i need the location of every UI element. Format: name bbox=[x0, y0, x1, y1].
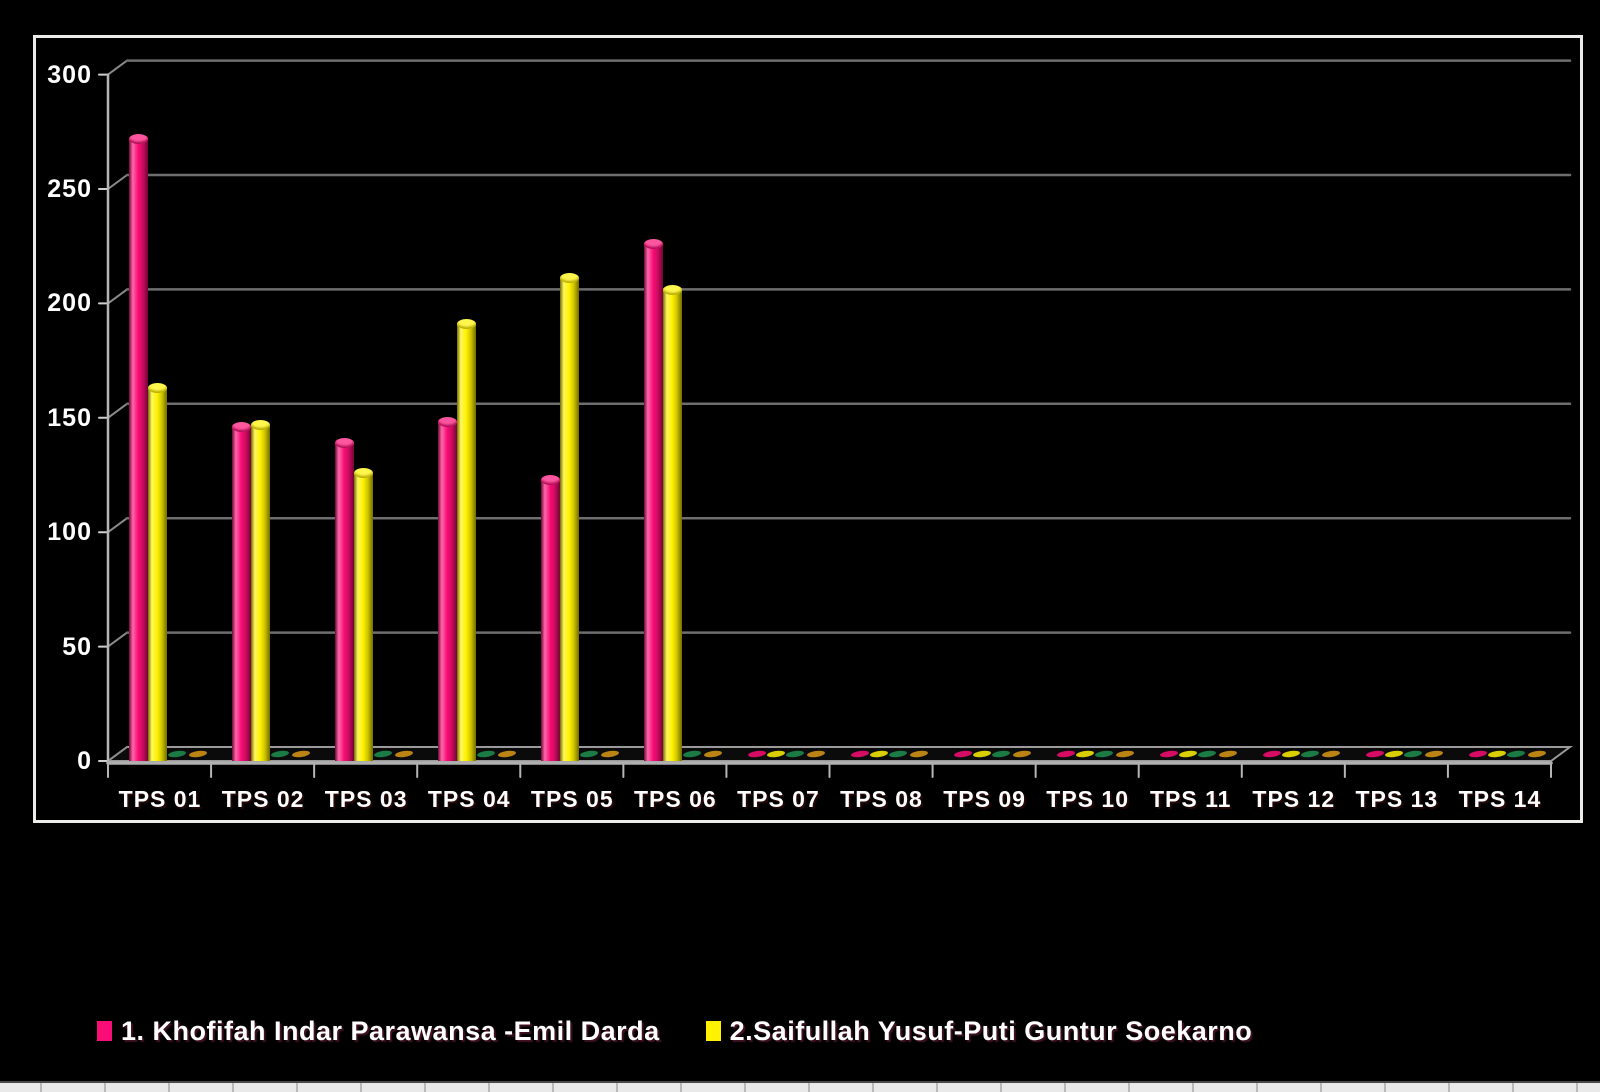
y-axis-tick-label: 100 bbox=[47, 518, 92, 547]
x-axis-tick-label: TPS 05 bbox=[530, 786, 614, 812]
spreadsheet-cells-strip bbox=[0, 1081, 1600, 1092]
y-axis-tick-label: 200 bbox=[47, 289, 92, 318]
bar-top-cap bbox=[644, 238, 664, 249]
y-axis-tick-label: 150 bbox=[47, 403, 92, 432]
bar-top-cap bbox=[457, 318, 477, 329]
x-axis-tick-label: TPS 01 bbox=[118, 786, 202, 812]
y-axis-tick-label: 50 bbox=[62, 632, 92, 661]
chart-legend: 1. Khofifah Indar Parawansa -Emil Darda 2… bbox=[97, 1008, 1252, 1054]
x-axis-tick-label: TPS 11 bbox=[1149, 786, 1232, 812]
bar-top-cap bbox=[560, 273, 580, 284]
x-axis-tick-label: TPS 10 bbox=[1046, 786, 1129, 812]
legend-swatch-icon bbox=[705, 1021, 721, 1041]
bar-top-cap bbox=[251, 419, 271, 430]
tick-depth-connector bbox=[107, 59, 128, 76]
x-axis-tick-label: TPS 13 bbox=[1355, 786, 1439, 812]
floor-3d bbox=[104, 746, 1574, 762]
bar-top-cap bbox=[335, 437, 355, 448]
bar-top-cap bbox=[541, 474, 561, 485]
tick-depth-connector bbox=[107, 517, 128, 534]
y-axis-tick-label: 0 bbox=[77, 747, 92, 775]
legend-swatch-icon bbox=[97, 1021, 112, 1041]
x-axis-tick-label: TPS 03 bbox=[324, 786, 408, 812]
bar-series-1-tps-05 bbox=[541, 474, 561, 761]
chart-frame: 0 50 100 150 200 250 300 TPS 01 TPS 02 TPS 03 TPS… bbox=[33, 35, 1583, 823]
tick-depth-connector bbox=[107, 174, 128, 190]
legend-item: 1. Khofifah Indar Parawansa -Emil Darda bbox=[97, 1016, 660, 1047]
legend-label: 1. Khofifah Indar Parawansa -Emil Darda bbox=[121, 1015, 660, 1046]
bar-series-1-tps-06 bbox=[644, 238, 664, 761]
bar-top-cap bbox=[129, 133, 149, 144]
bar-top-cap bbox=[232, 421, 252, 432]
bar-top-cap bbox=[438, 417, 458, 428]
legend-item: 2.Saifullah Yusuf-Puti Guntur Soekarno bbox=[705, 1015, 1253, 1047]
bar-top-cap bbox=[148, 383, 168, 394]
x-axis-tick-label: TPS 02 bbox=[221, 786, 305, 812]
bar-top-cap bbox=[663, 284, 683, 295]
x-axis-tick-label: TPS 08 bbox=[840, 786, 923, 812]
x-axis-tick-label: TPS 04 bbox=[427, 786, 511, 812]
bar-series-2-tps-06 bbox=[663, 284, 683, 761]
tick-depth-connector bbox=[107, 746, 128, 762]
tick-depth-connector bbox=[107, 402, 128, 419]
x-axis-tick-label: TPS 14 bbox=[1458, 786, 1542, 812]
y-axis-tick-label: 250 bbox=[47, 175, 92, 203]
tick-depth-connector bbox=[107, 631, 128, 648]
bar-series-1-tps-02 bbox=[232, 421, 252, 761]
bar-series-1-tps-03 bbox=[335, 437, 355, 761]
bar-top-cap bbox=[354, 467, 374, 478]
x-axis-tick-label: TPS 07 bbox=[737, 786, 820, 812]
bar-series-2-tps-01 bbox=[148, 383, 168, 761]
bar-series-2-tps-05 bbox=[560, 273, 580, 761]
legend-label: 2.Saifullah Yusuf-Puti Guntur Soekarno bbox=[729, 1015, 1253, 1046]
y-axis-tick-label: 300 bbox=[47, 60, 92, 89]
x-axis-tick-label: TPS 09 bbox=[943, 786, 1026, 812]
x-axis-tick-label: TPS 12 bbox=[1252, 786, 1336, 812]
tick-depth-connector bbox=[107, 288, 128, 305]
bar-series-2-tps-02 bbox=[251, 419, 271, 761]
bar-series-2-tps-04 bbox=[457, 318, 477, 761]
bar-series-2-tps-03 bbox=[354, 467, 374, 761]
bar-series-1-tps-01 bbox=[129, 133, 149, 761]
bar-series-1-tps-04 bbox=[438, 417, 458, 761]
x-axis-tick-label: TPS 06 bbox=[633, 786, 717, 812]
